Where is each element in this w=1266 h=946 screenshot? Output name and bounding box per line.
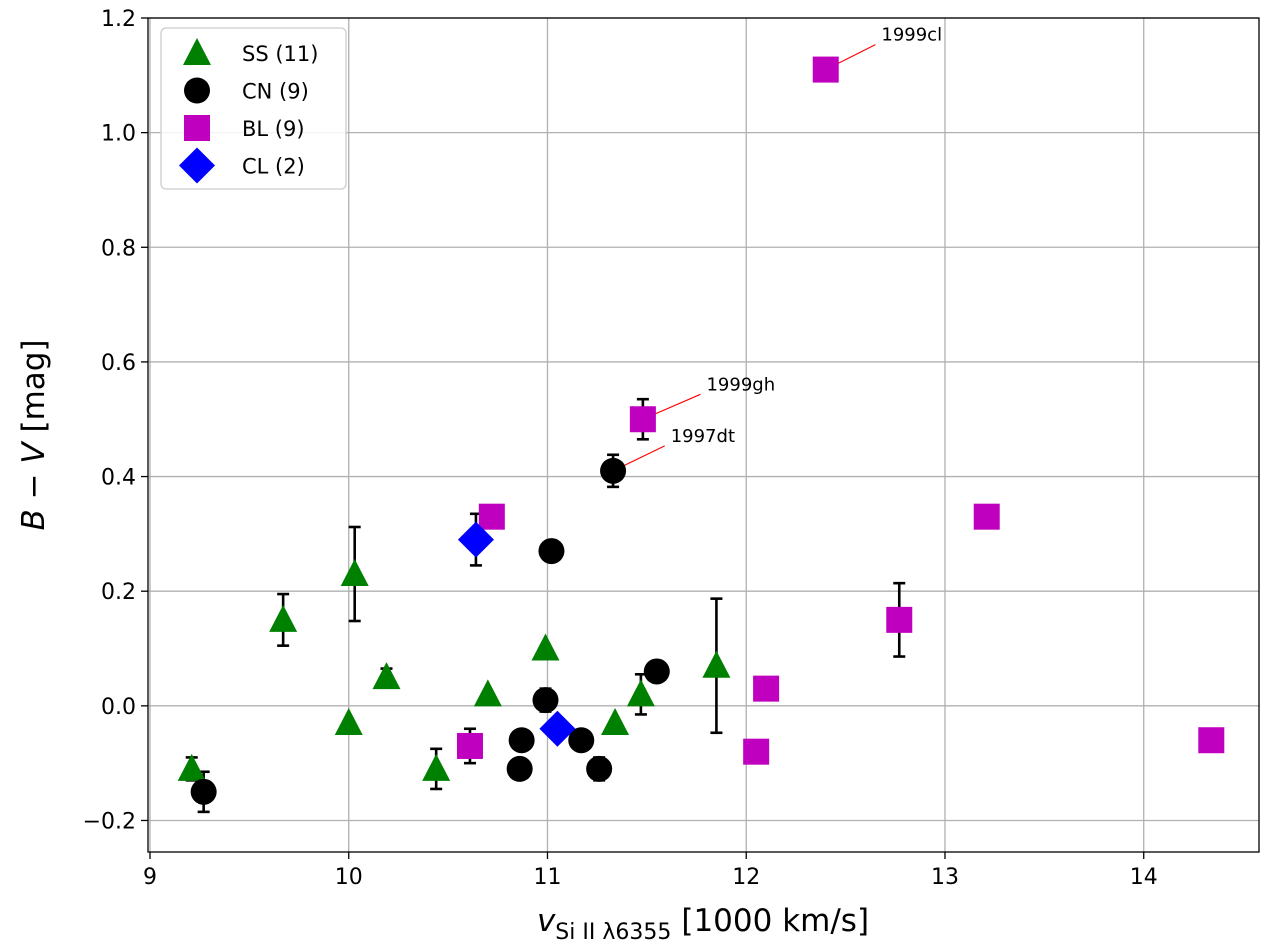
x-tick-label: 14 [1130, 865, 1158, 890]
y-tick-label: 0.6 [101, 351, 136, 376]
plot-frame [147, 17, 1260, 853]
ss-triangle-point [340, 559, 369, 586]
cn-circle-point [586, 755, 613, 782]
cn-circle-point [643, 658, 670, 685]
y-tick-label: 0.4 [101, 466, 136, 491]
x-axis-ticks: 9 10 11 12 13 14 [143, 852, 1158, 890]
ss-triangle-point [601, 708, 630, 736]
ss-triangle-point [177, 753, 206, 781]
y-axis-label-v: V [16, 440, 52, 464]
legend-box [160, 27, 347, 190]
legend-label: BL (9) [242, 117, 305, 141]
legend-diamond-marker [179, 147, 215, 184]
y-axis-ticks: −0.2 0.0 0.2 0.4 0.6 0.8 1.0 1.2 [83, 7, 148, 834]
ss-triangle-point [334, 708, 363, 736]
y-tick-label: 0.0 [101, 695, 136, 720]
x-axis-label: vSi II λ6355 [1000 km/s] [537, 903, 869, 945]
bl-square-point [973, 503, 1000, 530]
bl-square-point [743, 738, 770, 765]
y-tick-label: 1.2 [101, 7, 136, 32]
cn-circle-point [532, 687, 559, 714]
cn-circle-point [508, 727, 535, 754]
x-axis-label-unit: [1000 km/s] [681, 903, 869, 939]
x-tick-label: 10 [335, 865, 363, 890]
legend-circle-marker [184, 77, 210, 104]
bl-square-point [886, 606, 913, 633]
ss-triangle-point [473, 679, 502, 707]
ss-triangle-point [702, 650, 731, 678]
x-tick-label: 9 [143, 865, 157, 890]
y-axis-label-minus: − [16, 464, 52, 510]
legend-label: SS (11) [242, 42, 318, 66]
legend-label: CN (9) [242, 80, 309, 104]
cl-diamond-point [539, 710, 576, 747]
x-axis-label-main: v [537, 903, 556, 939]
bl-square-point [629, 406, 656, 433]
y-axis-label: B − V [mag] [16, 339, 52, 530]
legend-triangle-marker [183, 38, 211, 65]
bl-square-point [478, 503, 505, 530]
data-points [177, 56, 1225, 805]
annotation-label: 1997dt [671, 426, 735, 447]
bl-square-point [456, 732, 483, 759]
x-tick-label: 11 [533, 865, 561, 890]
ss-triangle-point [626, 679, 655, 707]
annotation-label: 1999cl [881, 25, 942, 46]
legend-label: CL (2) [242, 155, 305, 179]
cn-circle-point [600, 457, 627, 484]
x-tick-label: 13 [931, 865, 959, 890]
cn-circle-point [506, 755, 533, 782]
annotation-label: 1999gh [706, 374, 775, 395]
ss-triangle-point [269, 604, 298, 632]
x-tick-label: 12 [732, 865, 760, 890]
cn-circle-point [190, 778, 217, 805]
cl-diamond-point [457, 521, 494, 558]
legend-square-marker [184, 115, 210, 141]
cn-circle-point [538, 538, 565, 565]
ss-triangle-point [531, 633, 560, 661]
bl-square-point [1198, 727, 1225, 754]
cn-circle-point [568, 727, 595, 754]
legend: SS (11) CN (9) BL (9) CL (2) [160, 27, 347, 190]
y-tick-label: 1.0 [101, 122, 136, 147]
ss-triangle-point [422, 753, 451, 781]
bl-square-point [812, 56, 839, 83]
y-tick-label: −0.2 [83, 809, 136, 834]
y-axis-label-b: B [16, 509, 52, 530]
ss-triangle-point [372, 662, 401, 690]
y-tick-label: 0.8 [101, 236, 136, 261]
y-axis-label-unit: [mag] [16, 339, 52, 442]
annotation-labels: 1999cl 1999gh 1997dt [671, 25, 942, 447]
bl-square-point [753, 675, 780, 702]
y-tick-label: 0.2 [101, 580, 136, 605]
x-axis-label-sub: Si II λ6355 [555, 920, 671, 945]
